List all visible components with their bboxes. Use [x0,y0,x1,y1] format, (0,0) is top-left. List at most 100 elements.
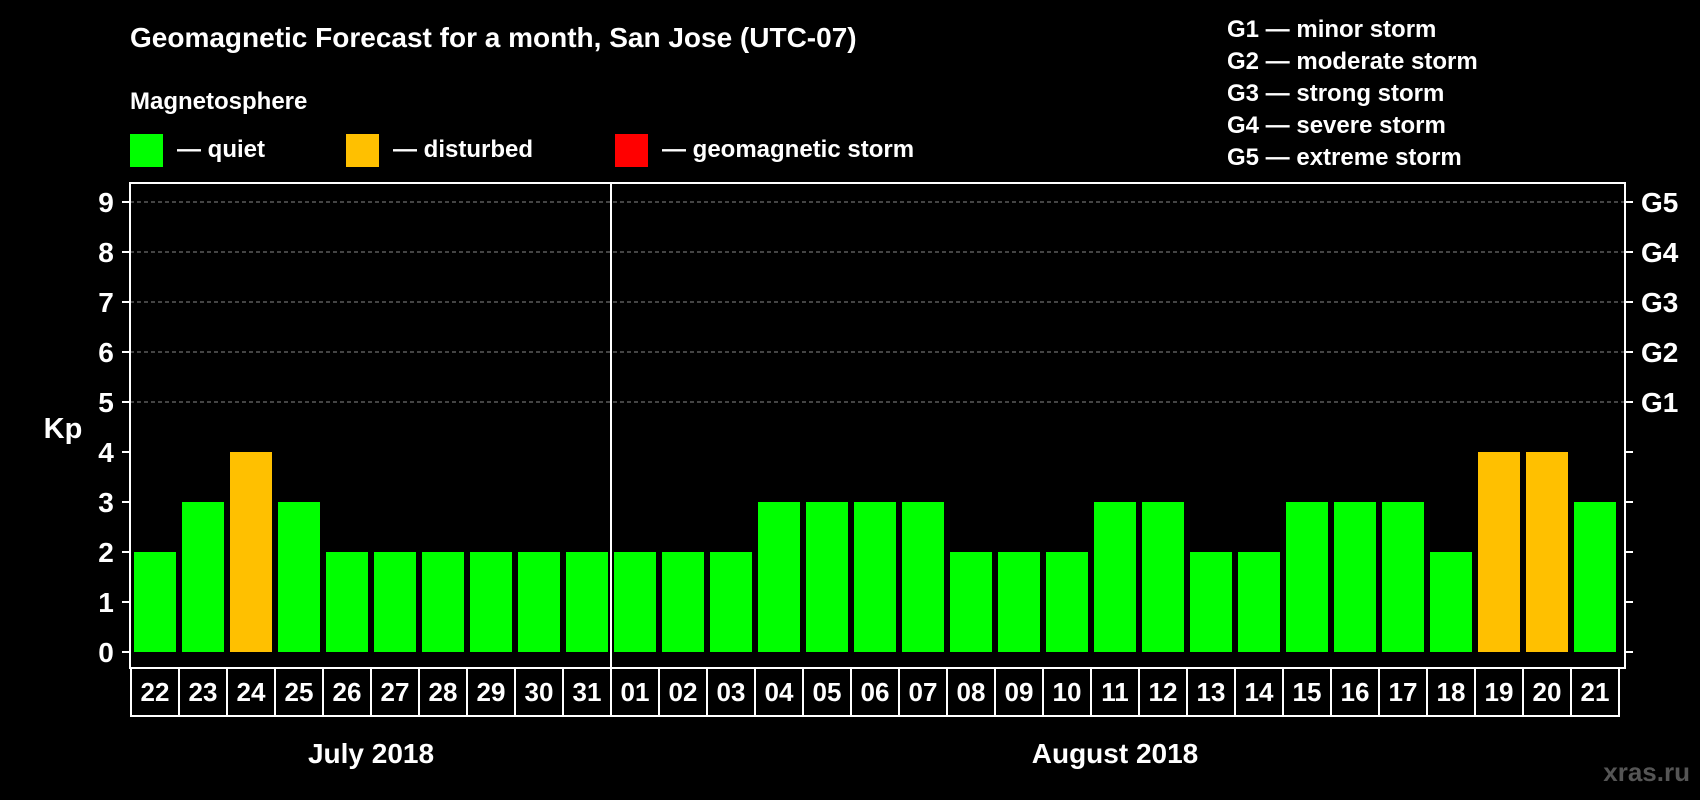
legend-swatch-2 [615,134,648,167]
x-tick-label-27: 27 [381,677,410,707]
x-tick-cell-10 [1042,667,1092,717]
y-tick-label-6: 6 [98,337,114,368]
x-tick-labels: 22 23 24 25 26 27 28 29 30 31 01 02 03 04 05 06 07 08 09 10… [130,667,1620,717]
y-tick-label-5: 5 [98,387,114,418]
watermark: xras.ru [1603,757,1690,787]
storm-scale-item-3: G4 — severe storm [1227,112,1446,139]
x-tick-label-10: 10 [1053,677,1082,707]
x-tick-label-16: 16 [1341,677,1370,707]
bar-28 [422,552,464,652]
bar-17 [1382,502,1424,652]
legend: — quiet — disturbed — geomagnetic storm [130,134,914,167]
x-tick-label-11: 11 [1101,677,1129,707]
bar-14 [1238,552,1280,652]
x-tick-label-02: 02 [669,677,698,707]
bar-06 [854,502,896,652]
x-tick-cell-06 [850,667,900,717]
bar-16 [1334,502,1376,652]
x-tick-label-14: 14 [1245,677,1274,707]
bar-27 [374,552,416,652]
y-tick-label-3: 3 [98,487,114,518]
y-tick-label-8: 8 [98,237,114,268]
legend-label-0: — quiet [177,136,265,163]
x-tick-label-04: 04 [765,677,794,707]
storm-scale-item-1: G2 — moderate storm [1227,48,1478,75]
bars [134,452,1616,652]
bar-30 [518,552,560,652]
x-tick-label-20: 20 [1533,677,1562,707]
bar-19 [1478,452,1520,652]
x-tick-cell-21 [1570,667,1620,717]
bar-25 [278,502,320,652]
x-tick-cell-31 [562,667,612,717]
y-tick-label-9: 9 [98,187,114,218]
bar-02 [662,552,704,652]
bar-05 [806,502,848,652]
bar-09 [998,552,1040,652]
storm-level-label-G5: G5 [1641,187,1678,218]
y-tick-label-1: 1 [98,587,114,618]
x-tick-cell-01 [610,667,660,717]
bar-10 [1046,552,1088,652]
x-tick-label-28: 28 [429,677,458,707]
storm-scale-item-4: G5 — extreme storm [1227,144,1462,171]
bar-03 [710,552,752,652]
x-tick-cell-17 [1378,667,1428,717]
bar-23 [182,502,224,652]
storm-level-labels: G1 G2 G3 G4 G5 [1641,187,1679,418]
x-tick-label-17: 17 [1389,677,1418,707]
bar-31 [566,552,608,652]
legend-label-2: — geomagnetic storm [662,136,914,163]
x-tick-label-23: 23 [189,677,218,707]
bar-24 [230,452,272,652]
y-tick-label-4: 4 [98,437,114,468]
x-tick-cell-24 [226,667,276,717]
x-tick-label-07: 07 [909,677,938,707]
x-tick-label-30: 30 [525,677,554,707]
storm-level-label-G4: G4 [1641,237,1679,268]
storm-level-label-G1: G1 [1641,387,1678,418]
x-tick-cell-30 [514,667,564,717]
x-tick-label-19: 19 [1485,677,1514,707]
x-tick-cell-25 [274,667,324,717]
x-tick-label-25: 25 [285,677,314,707]
storm-scale-legend: G1 — minor storm G2 — moderate storm G3 — … [1227,16,1478,171]
x-tick-cell-14 [1234,667,1284,717]
legend-swatch-0 [130,134,163,167]
x-tick-cell-18 [1426,667,1476,717]
x-tick-label-13: 13 [1197,677,1226,707]
x-tick-cell-05 [802,667,852,717]
bar-20 [1526,452,1568,652]
chart-title: Geomagnetic Forecast for a month, San Jo… [130,22,857,53]
bar-11 [1094,502,1136,652]
storm-level-label-G3: G3 [1641,287,1678,318]
x-tick-label-21: 21 [1581,677,1610,707]
x-tick-label-12: 12 [1149,677,1178,707]
x-tick-cell-04 [754,667,804,717]
y-tick-labels: 0 1 2 3 4 5 6 7 8 9 [98,187,114,668]
x-tick-cell-09 [994,667,1044,717]
bar-12 [1142,502,1184,652]
legend-heading: Magnetosphere [130,88,307,115]
month-label-1: August 2018 [1032,738,1199,769]
x-tick-label-01: 01 [621,677,650,707]
storm-scale-item-2: G3 — strong storm [1227,80,1444,107]
x-tick-label-15: 15 [1293,677,1322,707]
x-tick-cell-07 [898,667,948,717]
x-tick-label-31: 31 [573,677,602,707]
legend-label-1: — disturbed [393,136,533,163]
x-tick-label-24: 24 [237,677,266,707]
y-axis-label: Kp [44,413,83,445]
x-tick-cell-12 [1138,667,1188,717]
bar-18 [1430,552,1472,652]
x-tick-label-03: 03 [717,677,746,707]
bar-29 [470,552,512,652]
x-tick-label-06: 06 [861,677,890,707]
x-tick-cell-20 [1522,667,1572,717]
bar-04 [758,502,800,652]
bar-08 [950,552,992,652]
storm-level-label-G2: G2 [1641,337,1678,368]
x-tick-cell-28 [418,667,468,717]
x-tick-label-18: 18 [1437,677,1466,707]
